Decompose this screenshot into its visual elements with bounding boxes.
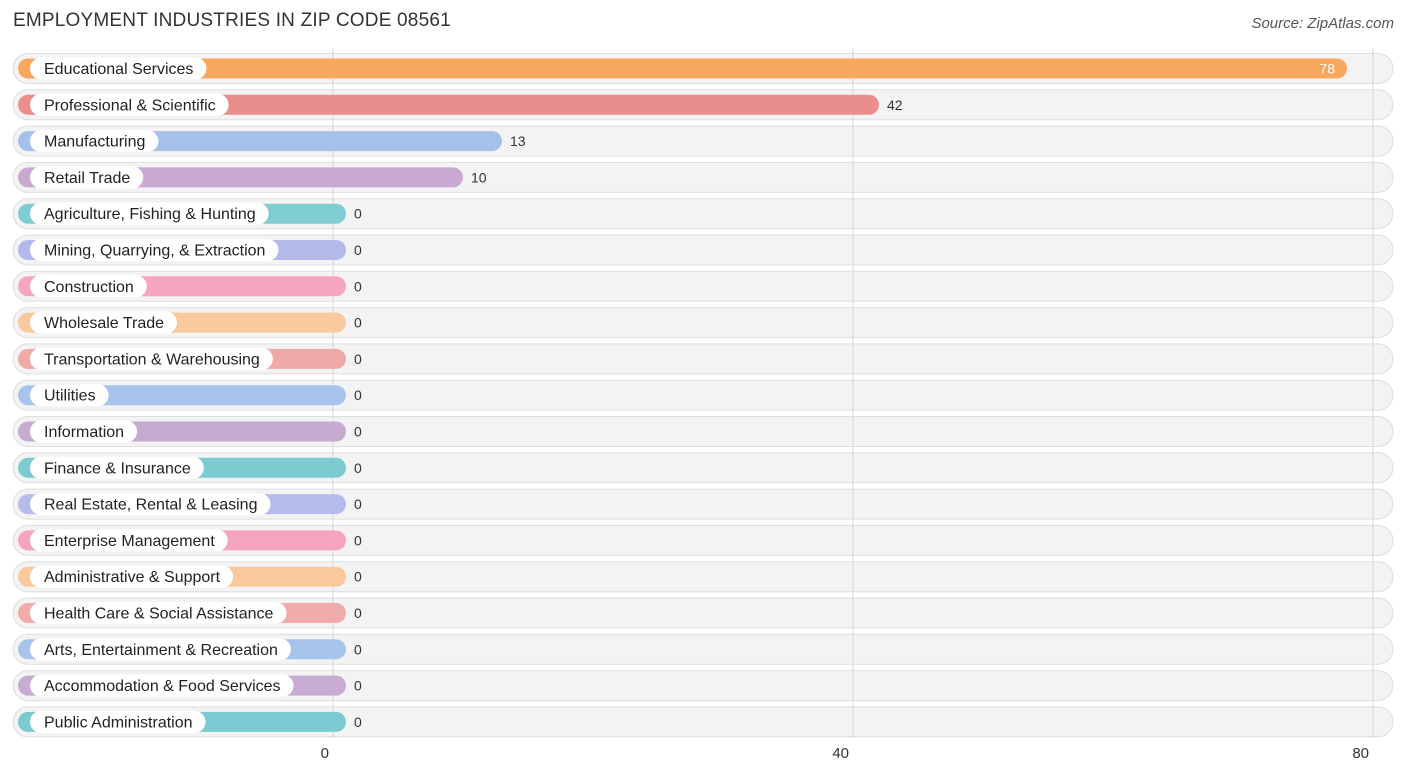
category-label-pill bbox=[30, 311, 178, 334]
category-label: Construction bbox=[44, 279, 134, 296]
value-label: 78 bbox=[1319, 61, 1335, 77]
row-background bbox=[12, 452, 1394, 484]
category-label-pill bbox=[30, 420, 138, 443]
category-label: Agriculture, Fishing & Hunting bbox=[44, 206, 256, 223]
value-label: 0 bbox=[354, 387, 362, 403]
category-label: Health Care & Social Assistance bbox=[44, 606, 274, 623]
category-label: Professional & Scientific bbox=[44, 97, 216, 114]
category-label: Retail Trade bbox=[44, 170, 130, 187]
category-label-pill bbox=[30, 347, 273, 370]
category-label-pill bbox=[30, 384, 109, 407]
value-label: 0 bbox=[354, 424, 362, 440]
category-label-pill bbox=[30, 275, 147, 298]
bar bbox=[18, 94, 879, 115]
x-tick-label: 40 bbox=[832, 745, 849, 762]
category-label-pill bbox=[30, 166, 144, 189]
row-background bbox=[12, 416, 1394, 447]
category-label: Administrative & Support bbox=[44, 569, 221, 586]
category-label: Transportation & Warehousing bbox=[44, 351, 260, 368]
category-label-pill bbox=[30, 130, 159, 153]
category-label: Arts, Entertainment & Recreation bbox=[44, 642, 278, 659]
category-label: Enterprise Management bbox=[44, 533, 215, 550]
category-label-pill bbox=[30, 710, 206, 733]
chart-source: Source: ZipAtlas.com bbox=[1251, 15, 1394, 32]
row-background bbox=[12, 706, 1394, 738]
category-label-pill bbox=[30, 93, 229, 116]
category-label: Public Administration bbox=[44, 714, 193, 731]
category-label-pill bbox=[30, 57, 207, 80]
row-background bbox=[12, 488, 1394, 520]
category-label: Real Estate, Rental & Leasing bbox=[44, 497, 257, 514]
value-label: 0 bbox=[354, 714, 362, 730]
value-label: 42 bbox=[887, 97, 903, 113]
value-label: 0 bbox=[354, 678, 362, 694]
value-label: 0 bbox=[354, 278, 362, 294]
category-label: Finance & Insurance bbox=[44, 460, 191, 477]
value-label: 0 bbox=[354, 206, 362, 222]
category-label-pill bbox=[30, 239, 279, 261]
row-background bbox=[12, 234, 1394, 266]
category-label: Mining, Quarrying, & Extraction bbox=[44, 243, 265, 260]
row-background bbox=[12, 343, 1394, 375]
category-label: Wholesale Trade bbox=[44, 315, 164, 332]
row-background bbox=[12, 561, 1394, 593]
value-label: 0 bbox=[354, 351, 362, 367]
value-label: 0 bbox=[354, 496, 362, 512]
row-background bbox=[12, 379, 1394, 411]
row-background bbox=[12, 307, 1394, 339]
chart-title: EMPLOYMENT INDUSTRIES IN ZIP CODE 08561 bbox=[13, 10, 451, 31]
category-label: Manufacturing bbox=[44, 134, 145, 151]
category-label-pill bbox=[30, 602, 287, 624]
category-label-pill bbox=[30, 493, 271, 516]
row-background bbox=[12, 597, 1394, 629]
value-label: 0 bbox=[354, 315, 362, 331]
value-label: 0 bbox=[354, 641, 362, 657]
bar bbox=[18, 58, 1347, 79]
value-label: 0 bbox=[354, 242, 362, 258]
category-label-pill bbox=[30, 529, 228, 552]
row-background bbox=[12, 670, 1394, 702]
value-label: 10 bbox=[471, 169, 487, 185]
category-label-pill bbox=[30, 674, 294, 697]
value-label: 13 bbox=[510, 133, 526, 149]
category-label: Accommodation & Food Services bbox=[44, 678, 281, 695]
bars: Educational Services 78 Professional & Sci… bbox=[18, 57, 1347, 733]
category-label-pill bbox=[30, 565, 234, 588]
category-label-pill bbox=[30, 638, 291, 661]
row-background bbox=[12, 270, 1394, 302]
value-label: 0 bbox=[354, 605, 362, 621]
category-label: Information bbox=[44, 424, 124, 441]
x-tick-label: 80 bbox=[1352, 745, 1369, 762]
value-label: 0 bbox=[354, 569, 362, 585]
x-axis-ticks: 0 40 80 bbox=[321, 745, 1369, 762]
category-label: Educational Services bbox=[44, 61, 193, 78]
row-background bbox=[12, 524, 1394, 556]
value-label: 0 bbox=[354, 532, 362, 548]
row-background bbox=[12, 633, 1394, 665]
row-background bbox=[12, 198, 1394, 230]
category-label: Utilities bbox=[44, 388, 96, 405]
category-label-pill bbox=[30, 456, 204, 479]
value-label: 0 bbox=[354, 460, 362, 476]
x-tick-label: 0 bbox=[321, 745, 329, 762]
category-label-pill bbox=[30, 202, 269, 225]
